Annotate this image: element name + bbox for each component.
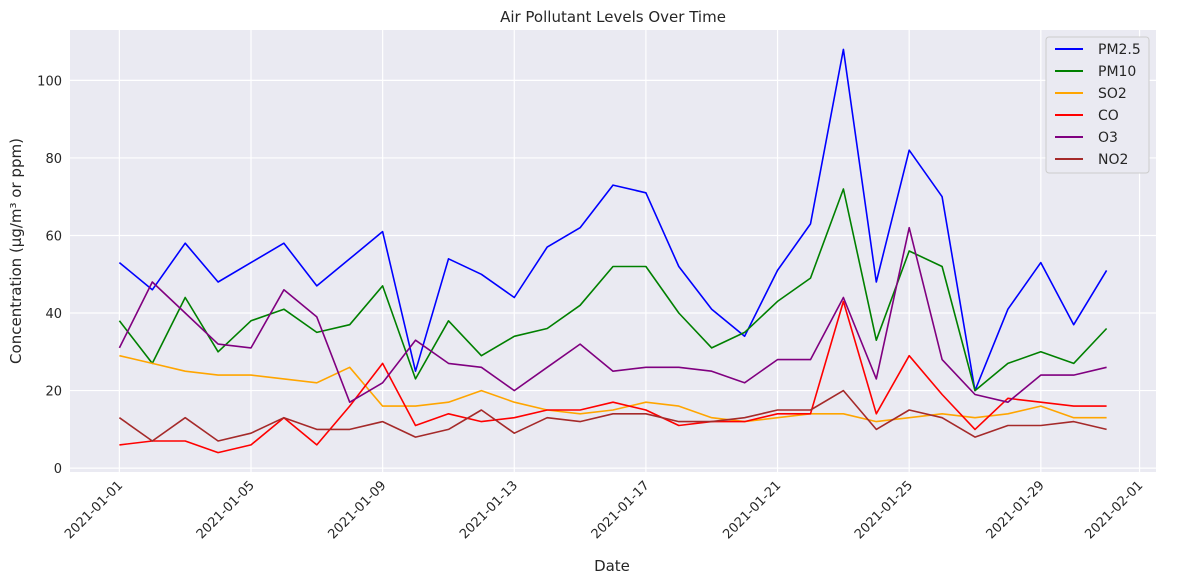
x-tick-labels: 2021-01-01 2021-01-05 2021-01-09 2021-01-13… [62, 478, 1146, 542]
x-tick-label: 2021-01-05 [194, 478, 258, 542]
legend-label-o3: O3 [1098, 130, 1118, 146]
y-tick-label: 100 [37, 74, 62, 89]
x-tick-label: 2021-01-17 [589, 478, 653, 542]
x-tick-label: 2021-01-25 [852, 478, 916, 542]
y-tick-labels: 0 20 40 60 80 100 [37, 74, 62, 477]
x-tick-label: 2021-01-13 [457, 478, 521, 542]
y-tick-label: 80 [45, 152, 62, 167]
y-tick-label: 60 [45, 229, 62, 244]
series-line-so2 [119, 354, 1107, 423]
x-axis-label: Date [594, 557, 630, 575]
chart-title: Air Pollutant Levels Over Time [500, 8, 726, 26]
legend-label-pm10: PM10 [1098, 64, 1136, 80]
x-tick-label: 2021-01-21 [720, 478, 784, 542]
x-tick-label: 2021-01-01 [62, 478, 126, 542]
x-tick-label: 2021-02-01 [1082, 478, 1146, 542]
x-tick-label: 2021-01-09 [325, 478, 389, 542]
series-line-o3 [118, 226, 1107, 404]
y-tick-label: 20 [45, 385, 62, 400]
plot-area [70, 30, 1156, 472]
y-tick-label: 40 [45, 307, 62, 322]
legend-label-no2: NO2 [1098, 152, 1128, 168]
series-line-pm10 [118, 188, 1108, 392]
series-lines [118, 48, 1108, 454]
legend-label-co: CO [1098, 108, 1119, 124]
series-line-no2 [118, 389, 1107, 442]
x-tick-label: 2021-01-29 [984, 478, 1048, 542]
legend: PM2.5 PM10 SO2 CO O3 NO2 [1045, 36, 1150, 174]
y-tick-label: 0 [54, 462, 62, 477]
legend-label-pm25: PM2.5 [1098, 42, 1141, 58]
y-axis-label: Concentration (µg/m³ or ppm) [7, 138, 25, 364]
series-line-pm25 [118, 48, 1108, 392]
legend-label-so2: SO2 [1098, 86, 1127, 102]
